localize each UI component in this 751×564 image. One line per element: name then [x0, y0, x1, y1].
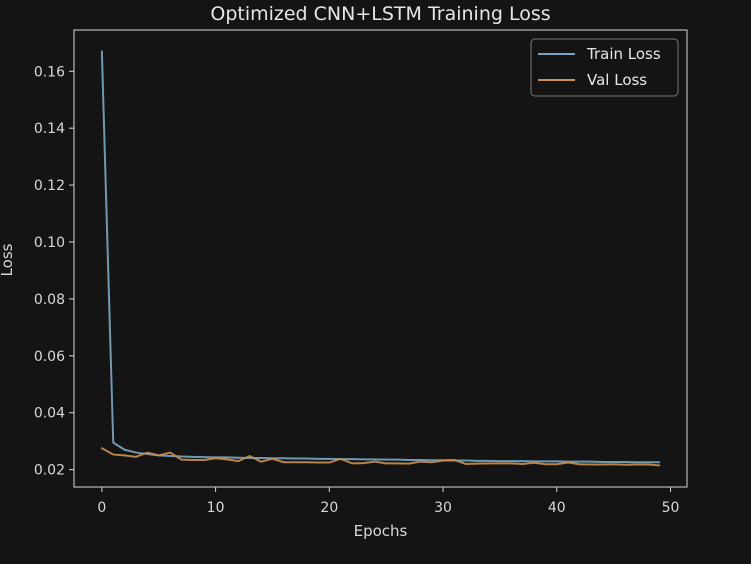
x-tick-label: 10	[207, 500, 225, 516]
x-tick-label: 20	[320, 500, 338, 516]
x-axis: 0 10 20 30 40 50	[97, 487, 679, 516]
plot-area	[73, 29, 688, 488]
y-tick-label: 0.04	[34, 406, 65, 422]
x-tick-label: 40	[548, 500, 566, 516]
x-tick-label: 30	[434, 500, 452, 516]
x-tick-label: 50	[662, 500, 680, 516]
series-lines	[100, 50, 661, 467]
y-tick-label: 0.06	[34, 349, 65, 365]
y-axis-label: Loss	[0, 243, 16, 276]
legend-label-val-loss: Val Loss	[587, 71, 647, 89]
chart-title: Optimized CNN+LSTM Training Loss	[210, 3, 550, 25]
y-axis: 0.02 0.04 0.06 0.08 0.10 0.12 0.14 0.16	[34, 64, 74, 479]
y-tick-label: 0.12	[34, 178, 65, 194]
y-tick-label: 0.10	[34, 235, 65, 251]
y-tick-label: 0.14	[34, 121, 65, 137]
x-tick-label: 0	[97, 500, 106, 516]
legend-label-train-loss: Train Loss	[586, 45, 661, 63]
series-line-train-loss	[100, 50, 661, 464]
legend: Train Loss Val Loss	[530, 38, 679, 97]
x-axis-label: Epochs	[354, 522, 408, 540]
series-line-val-loss	[100, 447, 661, 467]
y-tick-label: 0.16	[34, 64, 65, 80]
y-tick-label: 0.02	[34, 463, 65, 479]
y-tick-label: 0.08	[34, 292, 65, 308]
